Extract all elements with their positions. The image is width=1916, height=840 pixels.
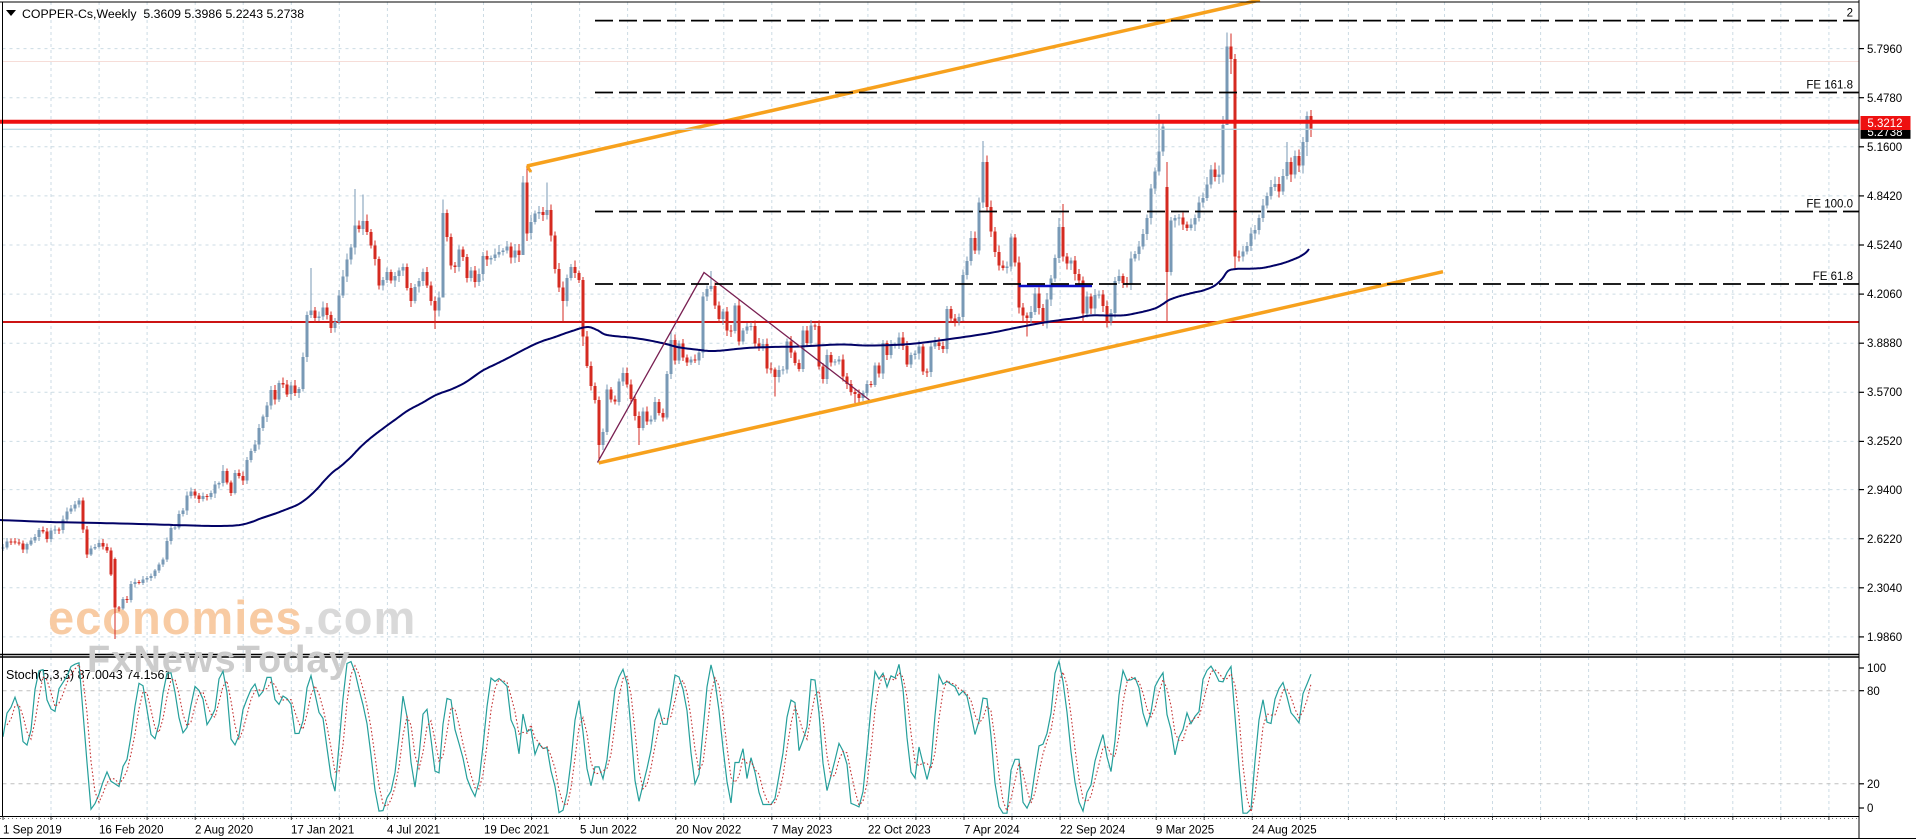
svg-text:2.3040: 2.3040 bbox=[1867, 583, 1902, 595]
svg-text:19 Dec 2021: 19 Dec 2021 bbox=[484, 825, 549, 837]
svg-text:4.5240: 4.5240 bbox=[1867, 240, 1902, 252]
svg-text:5.4780: 5.4780 bbox=[1867, 93, 1902, 105]
svg-text:1.9860: 1.9860 bbox=[1867, 632, 1902, 644]
svg-text:24 Aug 2025: 24 Aug 2025 bbox=[1252, 825, 1317, 837]
svg-text:economies.com: economies.com bbox=[48, 591, 416, 644]
svg-text:2.6220: 2.6220 bbox=[1867, 534, 1902, 546]
svg-text:3.5700: 3.5700 bbox=[1867, 387, 1902, 399]
svg-text:2.9400: 2.9400 bbox=[1867, 485, 1902, 497]
svg-text:5 Jun 2022: 5 Jun 2022 bbox=[580, 825, 637, 837]
svg-text:0: 0 bbox=[1867, 803, 1873, 815]
svg-text:3.2520: 3.2520 bbox=[1867, 436, 1902, 448]
svg-text:17 Jan 2021: 17 Jan 2021 bbox=[291, 825, 354, 837]
svg-text:80: 80 bbox=[1867, 686, 1880, 698]
svg-text:5.1600: 5.1600 bbox=[1867, 142, 1902, 154]
svg-text:22 Sep 2024: 22 Sep 2024 bbox=[1060, 825, 1126, 837]
svg-text:4 Jul 2021: 4 Jul 2021 bbox=[387, 825, 440, 837]
svg-text:5.7960: 5.7960 bbox=[1867, 44, 1902, 56]
svg-text:4.2060: 4.2060 bbox=[1867, 289, 1902, 301]
svg-text:FxNewsToday: FxNewsToday bbox=[87, 639, 351, 681]
svg-text:7 May 2023: 7 May 2023 bbox=[772, 825, 832, 837]
svg-text:3.8880: 3.8880 bbox=[1867, 338, 1902, 350]
svg-text:20 Nov 2022: 20 Nov 2022 bbox=[676, 825, 741, 837]
svg-text:FE 61.8: FE 61.8 bbox=[1813, 271, 1853, 283]
svg-text:100: 100 bbox=[1867, 663, 1886, 675]
svg-text:1 Sep 2019: 1 Sep 2019 bbox=[3, 825, 62, 837]
svg-text:2: 2 bbox=[1847, 8, 1853, 20]
svg-text:Stoch(5,3,3) 87.0043 74.1561: Stoch(5,3,3) 87.0043 74.1561 bbox=[6, 668, 171, 682]
svg-text:20: 20 bbox=[1867, 779, 1880, 791]
svg-text:7 Apr 2024: 7 Apr 2024 bbox=[964, 825, 1020, 837]
svg-text:FE 100.0: FE 100.0 bbox=[1806, 199, 1853, 211]
svg-text:COPPER-Cs,Weekly 5.3609 5.398: COPPER-Cs,Weekly 5.3609 5.3986 5.2243 5.… bbox=[22, 7, 304, 21]
svg-text:16 Feb 2020: 16 Feb 2020 bbox=[99, 825, 164, 837]
svg-text:2 Aug 2020: 2 Aug 2020 bbox=[195, 825, 253, 837]
svg-text:22 Oct 2023: 22 Oct 2023 bbox=[868, 825, 931, 837]
svg-text:5.3212: 5.3212 bbox=[1867, 118, 1902, 130]
svg-text:FE 161.8: FE 161.8 bbox=[1806, 80, 1853, 92]
svg-text:4.8420: 4.8420 bbox=[1867, 191, 1902, 203]
svg-text:9 Mar 2025: 9 Mar 2025 bbox=[1156, 825, 1214, 837]
